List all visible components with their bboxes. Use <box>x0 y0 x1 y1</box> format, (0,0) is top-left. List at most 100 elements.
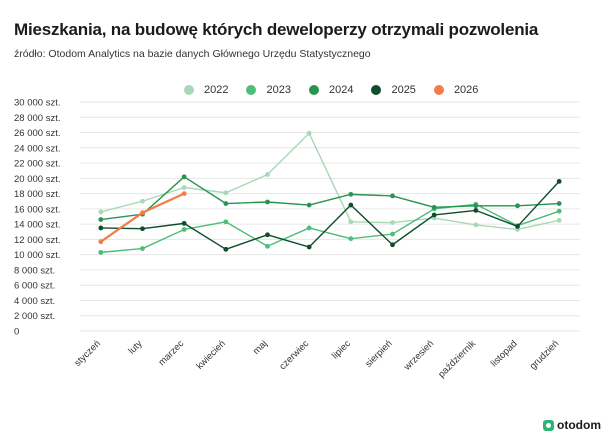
data-point-2025 <box>140 226 145 232</box>
legend-marker-icon <box>308 85 319 95</box>
otodom-logo-icon <box>543 419 554 431</box>
data-point-2025 <box>98 225 104 231</box>
y-tick-label: 18 000 szt. <box>14 189 60 200</box>
data-point-2025 <box>306 244 312 250</box>
data-point-2023 <box>556 208 562 214</box>
data-point-2025 <box>556 178 562 184</box>
data-point-2025 <box>223 246 229 252</box>
x-tick-label: marzec <box>156 338 186 368</box>
y-tick-label: 30 000 szt. <box>14 98 60 109</box>
legend-item-2024[interactable]: 2024 <box>308 84 354 96</box>
data-point-2025 <box>473 207 479 213</box>
x-tick-label: lipiec <box>330 338 353 361</box>
data-point-2024 <box>473 203 479 209</box>
legend-item-2025[interactable]: 2025 <box>371 84 416 96</box>
y-tick-label: 6 000 szt. <box>14 281 55 292</box>
data-point-2022 <box>556 217 562 223</box>
series-line-2022 <box>100 132 560 231</box>
legend-marker-icon <box>184 85 194 95</box>
data-point-2024 <box>98 217 104 222</box>
chart-legend: 2022 2023 2024 2025 2026 <box>184 84 496 96</box>
data-point-2026 <box>140 210 145 216</box>
x-tick-label: listopad <box>489 338 520 369</box>
data-point-2022 <box>390 220 395 226</box>
data-point-2024 <box>223 201 229 206</box>
y-tick-label: 4 000 szt. <box>14 296 55 307</box>
data-point-2024 <box>431 204 437 210</box>
y-tick-label: 16 000 szt. <box>14 204 60 215</box>
x-tick-label: styczeń <box>72 338 103 369</box>
x-tick-label: maj <box>251 338 270 357</box>
data-point-2024 <box>265 199 270 205</box>
data-point-2024 <box>181 174 187 180</box>
data-point-2022 <box>265 172 270 177</box>
y-tick-label: 28 000 szt. <box>14 113 60 124</box>
data-point-2023 <box>223 219 229 225</box>
data-point-2022 <box>306 130 312 136</box>
legend-label: 2024 <box>328 84 354 96</box>
x-tick-label: czerwiec <box>277 338 311 372</box>
data-point-2023 <box>140 246 145 251</box>
logo-text: otodom <box>557 418 601 432</box>
x-tick-label: październik <box>436 338 478 380</box>
legend-marker-icon <box>371 85 382 95</box>
y-tick-label: 14 000 szt. <box>14 220 60 231</box>
y-tick-label: 8 000 szt. <box>14 265 55 276</box>
x-tick-label: grudzień <box>528 338 562 372</box>
data-point-2026 <box>181 191 187 197</box>
legend-label: 2026 <box>453 84 479 96</box>
data-point-2025 <box>515 224 520 229</box>
data-point-2023 <box>265 243 270 249</box>
y-tick-label: 12 000 szt. <box>14 235 60 246</box>
x-tick-label: sierpień <box>363 338 394 369</box>
data-point-2025 <box>265 232 270 238</box>
data-point-2022 <box>140 198 145 204</box>
data-point-2022 <box>98 209 104 215</box>
data-point-2024 <box>306 202 312 208</box>
data-point-2026 <box>98 239 104 245</box>
legend-item-2022[interactable]: 2022 <box>184 84 228 96</box>
y-tick-label: 24 000 szt. <box>14 143 60 154</box>
legend-label: 2022 <box>204 84 229 96</box>
x-tick-label: kwiecień <box>194 338 228 372</box>
otodom-logo: otodom <box>543 418 601 432</box>
chart-subtitle: źródło: Otodom Analytics na bazie danych… <box>14 48 371 60</box>
data-point-2023 <box>348 236 354 242</box>
y-tick-label: 22 000 szt. <box>14 159 60 170</box>
x-tick-label: wrzesień <box>401 338 436 373</box>
legend-label: 2025 <box>391 84 416 96</box>
data-point-2025 <box>181 220 187 226</box>
chart-title: Mieszkania, na budowę których deweloperz… <box>14 20 539 39</box>
data-point-2025 <box>390 242 395 248</box>
y-tick-label: 20 000 szt. <box>14 174 60 185</box>
data-point-2024 <box>390 193 395 199</box>
y-tick-label: 10 000 szt. <box>14 250 60 261</box>
data-point-2022 <box>223 190 229 196</box>
series-line-2023 <box>100 203 560 254</box>
data-point-2023 <box>181 227 187 232</box>
data-point-2025 <box>431 212 437 218</box>
legend-label: 2023 <box>266 84 291 96</box>
series-line-2025 <box>100 180 560 251</box>
legend-item-2026[interactable]: 2026 <box>433 84 479 96</box>
data-point-2022 <box>473 222 479 228</box>
data-point-2023 <box>306 225 312 231</box>
y-tick-label: 0 <box>14 327 19 338</box>
x-tick-label: luty <box>126 338 144 356</box>
data-point-2025 <box>348 202 354 208</box>
legend-item-2023[interactable]: 2023 <box>246 84 291 96</box>
legend-marker-icon <box>246 85 257 95</box>
legend-marker-icon <box>433 85 444 95</box>
data-point-2023 <box>390 231 395 237</box>
y-tick-label: 2 000 szt. <box>14 311 55 322</box>
data-point-2024 <box>348 191 354 197</box>
y-tick-label: 26 000 szt. <box>14 128 60 139</box>
data-point-2024 <box>515 203 520 209</box>
data-point-2023 <box>98 249 104 255</box>
series-line-2024 <box>100 176 560 221</box>
data-point-2024 <box>556 201 562 206</box>
data-point-2022 <box>348 219 354 225</box>
data-point-2022 <box>181 185 187 190</box>
